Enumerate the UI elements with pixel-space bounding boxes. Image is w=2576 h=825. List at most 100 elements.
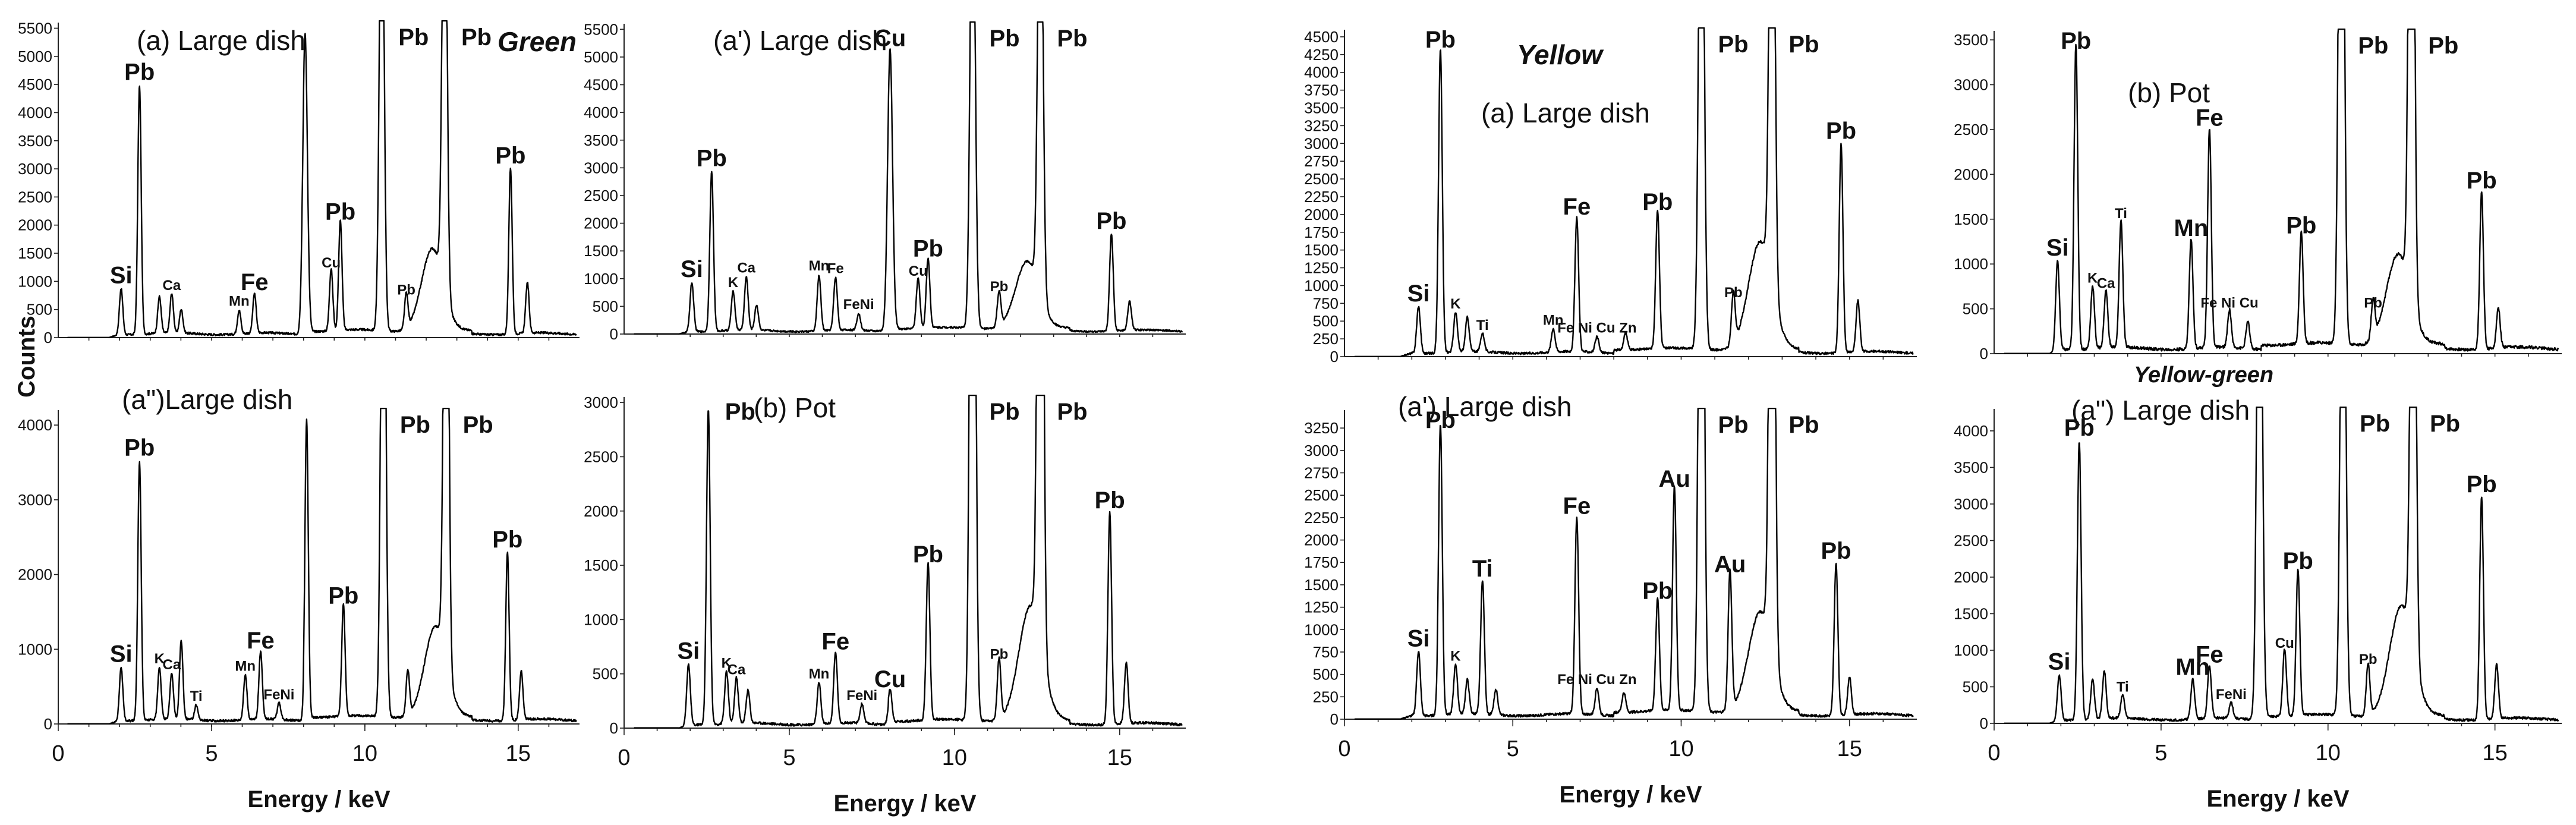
panel-title: (a) Large dish xyxy=(137,25,306,56)
y-tick-label: 3000 xyxy=(1954,76,1988,94)
x-tick-label: 15 xyxy=(1107,745,1132,770)
peak-label-pb: Pb xyxy=(1057,26,1087,52)
y-tick-label: 2500 xyxy=(584,187,618,204)
peak-label-pb: Pb xyxy=(2061,28,2091,54)
y-tick-label: 1500 xyxy=(1304,241,1339,259)
y-tick-label: 1500 xyxy=(18,244,52,262)
peak-label-pb: Pb xyxy=(2467,168,2497,194)
peak-label-ti: Ti xyxy=(1476,317,1489,333)
y-tick-label: 4500 xyxy=(1304,28,1339,46)
peak-label-pb: Pb xyxy=(2359,651,2377,667)
y-tick-label: 0 xyxy=(44,715,52,733)
peak-label-pb: Pb xyxy=(2064,415,2095,441)
y-tick-label: 3500 xyxy=(18,132,52,150)
y-tick-label: 1500 xyxy=(1304,576,1339,594)
panel-green_a2: 0 1000 2000 3000 4000 0 5 10 15 Energy / keV (a")L… xyxy=(18,384,580,813)
peak-label-pb: Pb xyxy=(2430,411,2460,437)
peak-label-pb: Pb xyxy=(1425,27,1456,53)
peak-label-ca: Ca xyxy=(163,278,181,294)
x-tick-label: 5 xyxy=(2155,741,2167,766)
peak-label-feni: FeNi xyxy=(2216,687,2247,703)
peak-label-pb: Pb xyxy=(397,282,415,298)
y-axis-title: Counts xyxy=(14,316,40,398)
peak-label-mn: Mn xyxy=(235,659,256,675)
peak-label-fe-ni-cu-zn: Fe Ni Cu Zn xyxy=(1557,672,1636,688)
y-tick-label: 1000 xyxy=(1304,276,1339,294)
peak-label-pb: Pb xyxy=(2467,471,2497,497)
peak-label-pb: Pb xyxy=(1724,285,1743,301)
peak-label-cu: Cu xyxy=(322,255,341,271)
x-tick-label: 10 xyxy=(1668,736,1693,761)
peak-label-k: K xyxy=(722,655,732,671)
peak-label-pb: Pb xyxy=(1642,189,1673,215)
peak-label-fe-ni-cu: Fe Ni Cu xyxy=(2200,295,2258,311)
y-tick-label: 500 xyxy=(1313,312,1339,330)
y-tick-label: 4000 xyxy=(584,103,618,121)
peak-label-k: K xyxy=(155,651,165,667)
y-tick-label: 2000 xyxy=(1304,531,1339,549)
peak-label-pb: Pb xyxy=(1642,578,1673,604)
peak-label-pb: Pb xyxy=(461,24,492,51)
panel-yellow_a: 0250500750100012501500175020002250250027… xyxy=(1304,27,1917,366)
peak-label-mn: Mn xyxy=(809,258,830,274)
x-tick-label: 5 xyxy=(205,741,218,766)
y-tick-label: 5500 xyxy=(18,19,52,37)
peak-label-si: Si xyxy=(110,262,133,288)
peak-label-pb: Pb xyxy=(463,412,493,438)
peak-label-ca: Ca xyxy=(737,260,755,276)
peak-label-pb: Pb xyxy=(328,582,358,609)
peak-label-pb: Pb xyxy=(1095,487,1125,514)
peak-label-pb: Pb xyxy=(1821,538,1851,564)
peak-label-fe: Fe xyxy=(2196,105,2224,131)
y-tick-label: 1500 xyxy=(1954,210,1988,228)
peak-label-pb: Pb xyxy=(1788,32,1819,58)
panel-yellow_a1: 0 250 500 750 1000 1250 1500 1750 2000 2250 2500 27… xyxy=(1304,391,1917,808)
y-tick-label: 0 xyxy=(1330,348,1339,366)
panel-title: (b) Pot xyxy=(2128,77,2210,108)
y-tick-label: 2250 xyxy=(1304,509,1339,527)
y-tick-label: 2000 xyxy=(18,216,52,234)
y-tick-label: 1250 xyxy=(1304,259,1339,277)
group-label-yellow-green: Yellow-green xyxy=(2134,363,2273,388)
y-tick-label: 3500 xyxy=(1954,31,1988,49)
y-tick-label: 1750 xyxy=(1304,223,1339,241)
y-tick-label: 3000 xyxy=(18,160,52,178)
x-tick-label: 10 xyxy=(352,741,377,766)
peak-label-k: K xyxy=(1450,296,1461,312)
y-tick-label: 1500 xyxy=(584,242,618,260)
y-tick-label: 2000 xyxy=(1954,568,1988,586)
peak-label-pb: Pb xyxy=(1718,412,1748,438)
y-tick-label: 500 xyxy=(1963,300,1988,318)
spectrum-line xyxy=(67,20,577,339)
peak-label-cu: Cu xyxy=(874,25,906,51)
peak-label-pb: Pb xyxy=(2428,33,2458,59)
peak-label-fe: Fe xyxy=(2196,641,2224,667)
peak-label-k: K xyxy=(728,275,739,291)
peak-label-pb: Pb xyxy=(400,412,430,438)
y-tick-label: 500 xyxy=(1963,678,1988,695)
spectrum-line xyxy=(67,408,577,725)
y-tick-label: 2000 xyxy=(1954,165,1988,183)
x-tick-label: 10 xyxy=(2316,741,2341,766)
y-tick-label: 1000 xyxy=(18,640,52,658)
y-tick-label: 1000 xyxy=(584,270,618,288)
peak-label-fe: Fe xyxy=(1563,493,1591,519)
peak-label-pb: Pb xyxy=(398,24,429,51)
peak-label-si: Si xyxy=(110,641,133,667)
y-tick-label: 500 xyxy=(593,665,618,683)
y-tick-label: 3250 xyxy=(1304,419,1339,437)
y-tick-label: 3500 xyxy=(1954,458,1988,476)
peak-label-cu: Cu xyxy=(909,263,928,279)
x-axis-title: Energy / keV xyxy=(1559,782,1702,808)
peak-label-pb: Pb xyxy=(492,527,522,553)
y-tick-label: 0 xyxy=(1980,714,1988,732)
peak-label-ca: Ca xyxy=(2097,275,2115,291)
spectrum-line xyxy=(1354,408,1914,720)
y-tick-label: 2750 xyxy=(1304,464,1339,482)
y-tick-label: 2500 xyxy=(1954,121,1988,138)
y-tick-label: 2500 xyxy=(18,188,52,206)
x-tick-label: 0 xyxy=(1338,736,1350,761)
y-tick-label: 750 xyxy=(1313,294,1339,312)
panel-yellowgreen_a2: 0 500 1000 1500 2000 2500 3000 3500 4000 0 5 10 15 En… xyxy=(1954,395,2562,812)
peak-label-si: Si xyxy=(677,638,700,665)
